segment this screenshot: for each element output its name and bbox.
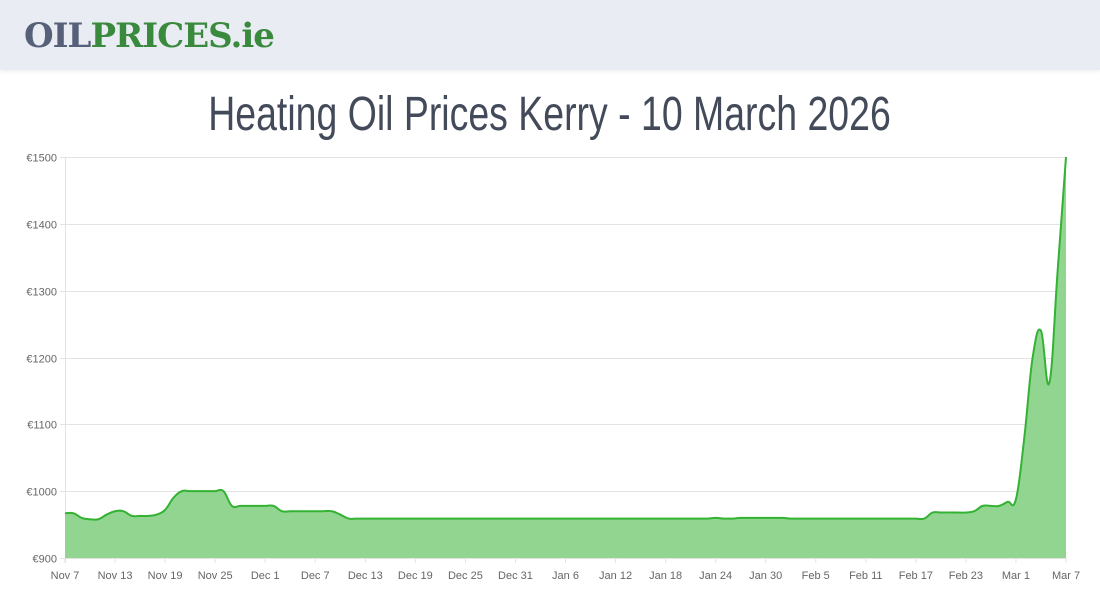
page-title-text: Heating Oil Prices Kerry - 10 March 2026 <box>208 88 892 141</box>
site-header: OILPRICES.ie <box>0 0 1100 70</box>
y-tick-label: €1500 <box>26 153 57 165</box>
price-line <box>64 156 1067 521</box>
site-logo[interactable]: OILPRICES.ie <box>24 14 275 58</box>
x-tick-label: Nov 13 <box>98 570 133 582</box>
x-tick-label: Mar 7 <box>1052 570 1080 582</box>
x-tick-label: Dec 13 <box>348 570 383 582</box>
x-tick-label: Jan 30 <box>749 570 782 582</box>
logo-oil: OIL <box>24 16 91 56</box>
x-tick-label: Mar 1 <box>1002 570 1030 582</box>
x-tick-label: Feb 11 <box>849 570 882 582</box>
page-title: Heating Oil Prices Kerry - 10 March 2026 <box>0 84 1100 146</box>
x-tick-label: Dec 31 <box>498 570 533 582</box>
y-tick-label: €1200 <box>26 354 57 366</box>
y-tick-label: €900 <box>33 554 57 566</box>
x-tick-label: Jan 24 <box>699 570 732 582</box>
x-tick-label: Nov 19 <box>148 570 183 582</box>
x-tick-label: Dec 25 <box>448 570 483 582</box>
y-tick-label: €1400 <box>26 220 57 232</box>
x-tick-label: Jan 12 <box>599 570 632 582</box>
y-tick-label: €1000 <box>26 487 57 499</box>
x-tick-label: Nov 7 <box>51 570 80 582</box>
x-tick-label: Jan 18 <box>649 570 682 582</box>
x-tick-label: Jan 6 <box>552 570 579 582</box>
x-tick-label: Nov 25 <box>198 570 233 582</box>
x-tick-label: Dec 1 <box>251 570 280 582</box>
x-tick-label: Feb 5 <box>802 570 830 582</box>
x-tick-label: Feb 17 <box>899 570 933 582</box>
y-tick-label: €1100 <box>27 420 57 432</box>
x-tick-label: Dec 19 <box>398 570 433 582</box>
price-area-fill <box>65 157 1066 558</box>
x-tick-label: Dec 7 <box>301 570 330 582</box>
x-tick-label: Feb 23 <box>949 570 983 582</box>
y-tick-label: €1300 <box>26 287 57 299</box>
logo-prices: PRICES.ie <box>90 16 274 56</box>
